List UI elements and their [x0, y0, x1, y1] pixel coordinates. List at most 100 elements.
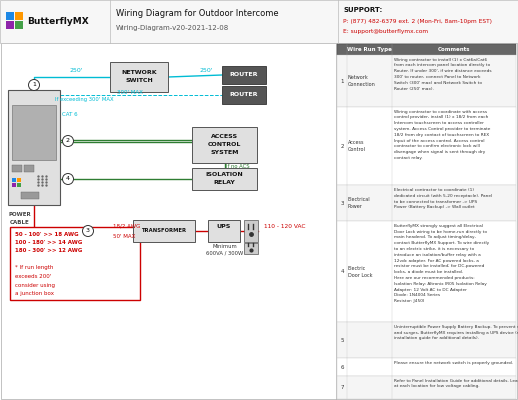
Text: 7: 7 — [340, 385, 344, 390]
Bar — [1, 43, 517, 399]
Bar — [0, 0, 518, 43]
Text: CABLE: CABLE — [10, 220, 30, 224]
Bar — [337, 358, 516, 376]
Text: 4: 4 — [66, 176, 70, 182]
Bar — [192, 168, 257, 190]
Bar — [337, 186, 516, 221]
Circle shape — [82, 226, 94, 236]
Bar — [192, 127, 257, 163]
Bar — [15, 21, 23, 29]
Text: 300' to router, connect Panel to Network: 300' to router, connect Panel to Network — [394, 75, 481, 79]
Bar — [244, 220, 258, 242]
Text: 3: 3 — [86, 228, 90, 234]
Circle shape — [28, 80, 39, 90]
Bar — [6, 12, 14, 20]
Text: control provider, install (1) x 18/2 from each: control provider, install (1) x 18/2 fro… — [394, 116, 488, 120]
Text: exceeds 200': exceeds 200' — [15, 274, 51, 279]
Text: Refer to Panel Installation Guide for additional details. Leave 6' service loop: Refer to Panel Installation Guide for ad… — [394, 379, 518, 383]
Text: POWER: POWER — [9, 212, 32, 218]
Bar — [337, 44, 516, 55]
Bar — [15, 12, 23, 20]
Text: ButterflyMX strongly suggest all Electrical: ButterflyMX strongly suggest all Electri… — [394, 224, 483, 228]
Text: ACCESS: ACCESS — [211, 134, 238, 140]
Text: from each intercom panel location directly to: from each intercom panel location direct… — [394, 63, 490, 67]
Text: contact ButterflyMX Support. To wire directly: contact ButterflyMX Support. To wire dir… — [394, 241, 489, 245]
Bar — [337, 376, 516, 399]
Text: 180 - 300' >> 12 AWG: 180 - 300' >> 12 AWG — [15, 248, 82, 254]
Text: 1: 1 — [32, 82, 36, 88]
Text: Electric: Electric — [348, 266, 366, 271]
Text: 300' MAX: 300' MAX — [117, 90, 143, 94]
Bar — [10, 227, 140, 300]
Text: 50' MAX: 50' MAX — [113, 234, 135, 240]
Text: TRANSFORMER: TRANSFORMER — [141, 228, 186, 234]
Text: Wiring contractor to coordinate with access: Wiring contractor to coordinate with acc… — [394, 110, 487, 114]
Text: at each location for low voltage cabling.: at each location for low voltage cabling… — [394, 384, 480, 388]
Text: Wire Run Type: Wire Run Type — [347, 47, 392, 52]
Text: Isolation Relay: Altronix IR05 Isolation Relay: Isolation Relay: Altronix IR05 Isolation… — [394, 282, 487, 286]
Bar — [24, 165, 34, 172]
Text: to an electric strike, it is necessary to: to an electric strike, it is necessary t… — [394, 247, 474, 251]
Text: CAT 6: CAT 6 — [62, 112, 78, 118]
Text: * If run length: * If run length — [15, 266, 53, 270]
Text: ROUTER: ROUTER — [230, 72, 258, 78]
Text: SYSTEM: SYSTEM — [210, 150, 239, 156]
Text: Comments: Comments — [438, 47, 470, 52]
Text: Router (250' max).: Router (250' max). — [394, 86, 434, 90]
Text: E: support@butterflymx.com: E: support@butterflymx.com — [343, 30, 428, 34]
Text: RELAY: RELAY — [213, 180, 236, 186]
Text: Connection: Connection — [348, 82, 376, 87]
Text: contractor to confirm electronic lock will: contractor to confirm electronic lock wi… — [394, 144, 480, 148]
Text: dedicated circuit (with 5-20 receptacle). Panel: dedicated circuit (with 5-20 receptacle)… — [394, 194, 492, 198]
Text: ButterflyMX: ButterflyMX — [27, 16, 89, 26]
Text: a junction box: a junction box — [15, 291, 54, 296]
Text: 6: 6 — [340, 365, 344, 370]
Text: 12vdc adapter. For AC powered locks, a: 12vdc adapter. For AC powered locks, a — [394, 258, 479, 262]
Circle shape — [63, 136, 74, 146]
Text: Minimum: Minimum — [212, 244, 237, 250]
Text: Electrical contractor to coordinate (1): Electrical contractor to coordinate (1) — [394, 188, 474, 192]
Text: If no ACS: If no ACS — [226, 164, 250, 170]
Text: Resistor: J450l: Resistor: J450l — [394, 299, 424, 303]
Text: disengage when signal is sent through dry: disengage when signal is sent through dr… — [394, 150, 485, 154]
Bar — [208, 220, 240, 242]
Text: ROUTER: ROUTER — [230, 92, 258, 98]
Text: 3: 3 — [340, 201, 344, 206]
Text: P: (877) 482-6379 ext. 2 (Mon-Fri, 8am-10pm EST): P: (877) 482-6379 ext. 2 (Mon-Fri, 8am-1… — [343, 18, 492, 24]
Text: Power (Battery Backup) -> Wall outlet: Power (Battery Backup) -> Wall outlet — [394, 205, 474, 209]
Text: 2: 2 — [340, 144, 344, 149]
Text: 50 - 100' >> 18 AWG: 50 - 100' >> 18 AWG — [15, 232, 79, 236]
Text: ISOLATION: ISOLATION — [206, 172, 243, 178]
Bar — [337, 107, 516, 186]
Bar — [6, 21, 14, 29]
Text: Door Lock wiring to be home-run directly to: Door Lock wiring to be home-run directly… — [394, 230, 487, 234]
Text: Wiring-Diagram-v20-2021-12-08: Wiring-Diagram-v20-2021-12-08 — [116, 25, 229, 31]
Text: SWITCH: SWITCH — [125, 78, 153, 84]
Text: Door Lock: Door Lock — [348, 273, 372, 278]
Text: locks, a diode must be installed.: locks, a diode must be installed. — [394, 270, 463, 274]
Text: 1: 1 — [340, 78, 344, 84]
Text: SUPPORT:: SUPPORT: — [343, 7, 382, 13]
Text: Access: Access — [348, 140, 365, 145]
Text: Wiring Diagram for Outdoor Intercome: Wiring Diagram for Outdoor Intercome — [116, 8, 279, 18]
Text: resistor must be installed; for DC-powered: resistor must be installed; for DC-power… — [394, 264, 484, 268]
Bar — [12, 165, 22, 172]
Text: 18/2 AWG: 18/2 AWG — [113, 224, 140, 228]
Text: Switch (300' max) and Network Switch to: Switch (300' max) and Network Switch to — [394, 81, 482, 85]
Text: introduce an isolation/buffer relay with a: introduce an isolation/buffer relay with… — [394, 253, 481, 257]
Text: UPS: UPS — [217, 224, 231, 230]
Text: Wiring contractor to install (1) x Cat6a/Cat6: Wiring contractor to install (1) x Cat6a… — [394, 58, 487, 62]
Text: Network: Network — [348, 75, 369, 80]
Text: system. Access Control provider to terminate: system. Access Control provider to termi… — [394, 127, 491, 131]
Text: 4: 4 — [340, 269, 344, 274]
Bar — [12, 105, 56, 160]
Text: and surges, ButterflyMX requires installing a UPS device (see panel: and surges, ButterflyMX requires install… — [394, 331, 518, 335]
Text: Adapter: 12 Volt AC to DC Adapter: Adapter: 12 Volt AC to DC Adapter — [394, 288, 467, 292]
Text: Uninterruptible Power Supply Battery Backup. To prevent voltage drops: Uninterruptible Power Supply Battery Bac… — [394, 325, 518, 329]
Bar — [337, 55, 516, 107]
Text: Power: Power — [348, 204, 363, 209]
Text: Router. If under 300', if wire distance exceeds: Router. If under 300', if wire distance … — [394, 69, 492, 73]
Bar — [337, 221, 516, 322]
Text: Electrical: Electrical — [348, 197, 370, 202]
Text: 250': 250' — [69, 68, 83, 72]
